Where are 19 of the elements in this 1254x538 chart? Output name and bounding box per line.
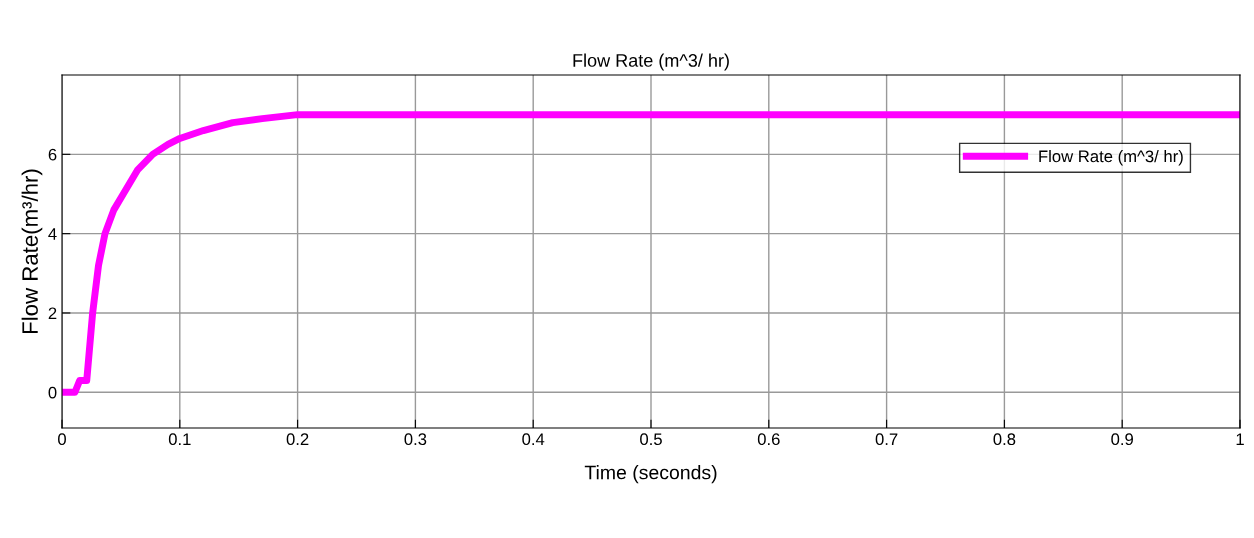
x-tick-label: 0.5 <box>640 433 662 446</box>
y-tick-label: 0 <box>48 386 57 399</box>
y-tick-label: 4 <box>48 228 57 240</box>
x-tick-label: 0.7 <box>875 433 898 446</box>
y-tick-label: 2 <box>48 307 57 320</box>
x-axis-title: Time (seconds) <box>584 465 717 484</box>
y-tick-label: 6 <box>48 148 57 161</box>
x-tick-label: 1 <box>1236 433 1244 445</box>
x-tick-label: 0.9 <box>1111 433 1133 446</box>
x-tick-label: 0.8 <box>993 433 1016 446</box>
chart-title: Flow Rate (m^3/ hr) <box>573 53 729 71</box>
x-tick-label: 0.4 <box>522 433 545 446</box>
legend-label: Flow Rate (m^3/ hr) <box>1039 150 1183 166</box>
y-axis-title: Flow Rate(m³/hr) <box>21 169 43 334</box>
x-tick-label: 0.6 <box>757 433 780 446</box>
x-tick-label: 0 <box>58 433 66 446</box>
x-tick-label: 0.1 <box>168 433 191 446</box>
x-tick-label: 0.2 <box>286 433 309 446</box>
x-tick-label: 0.3 <box>404 433 427 446</box>
